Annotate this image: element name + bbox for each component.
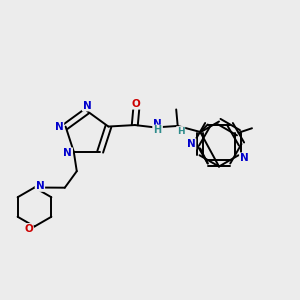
Text: N: N xyxy=(55,122,63,131)
Text: N: N xyxy=(63,148,72,158)
Text: H: H xyxy=(177,127,184,136)
Text: O: O xyxy=(132,99,141,109)
Text: N: N xyxy=(35,181,44,191)
Text: N: N xyxy=(187,139,196,149)
Text: N: N xyxy=(153,119,162,129)
Text: H: H xyxy=(154,125,162,135)
Text: N: N xyxy=(82,100,91,111)
Text: O: O xyxy=(24,224,33,234)
Text: N: N xyxy=(240,153,249,163)
